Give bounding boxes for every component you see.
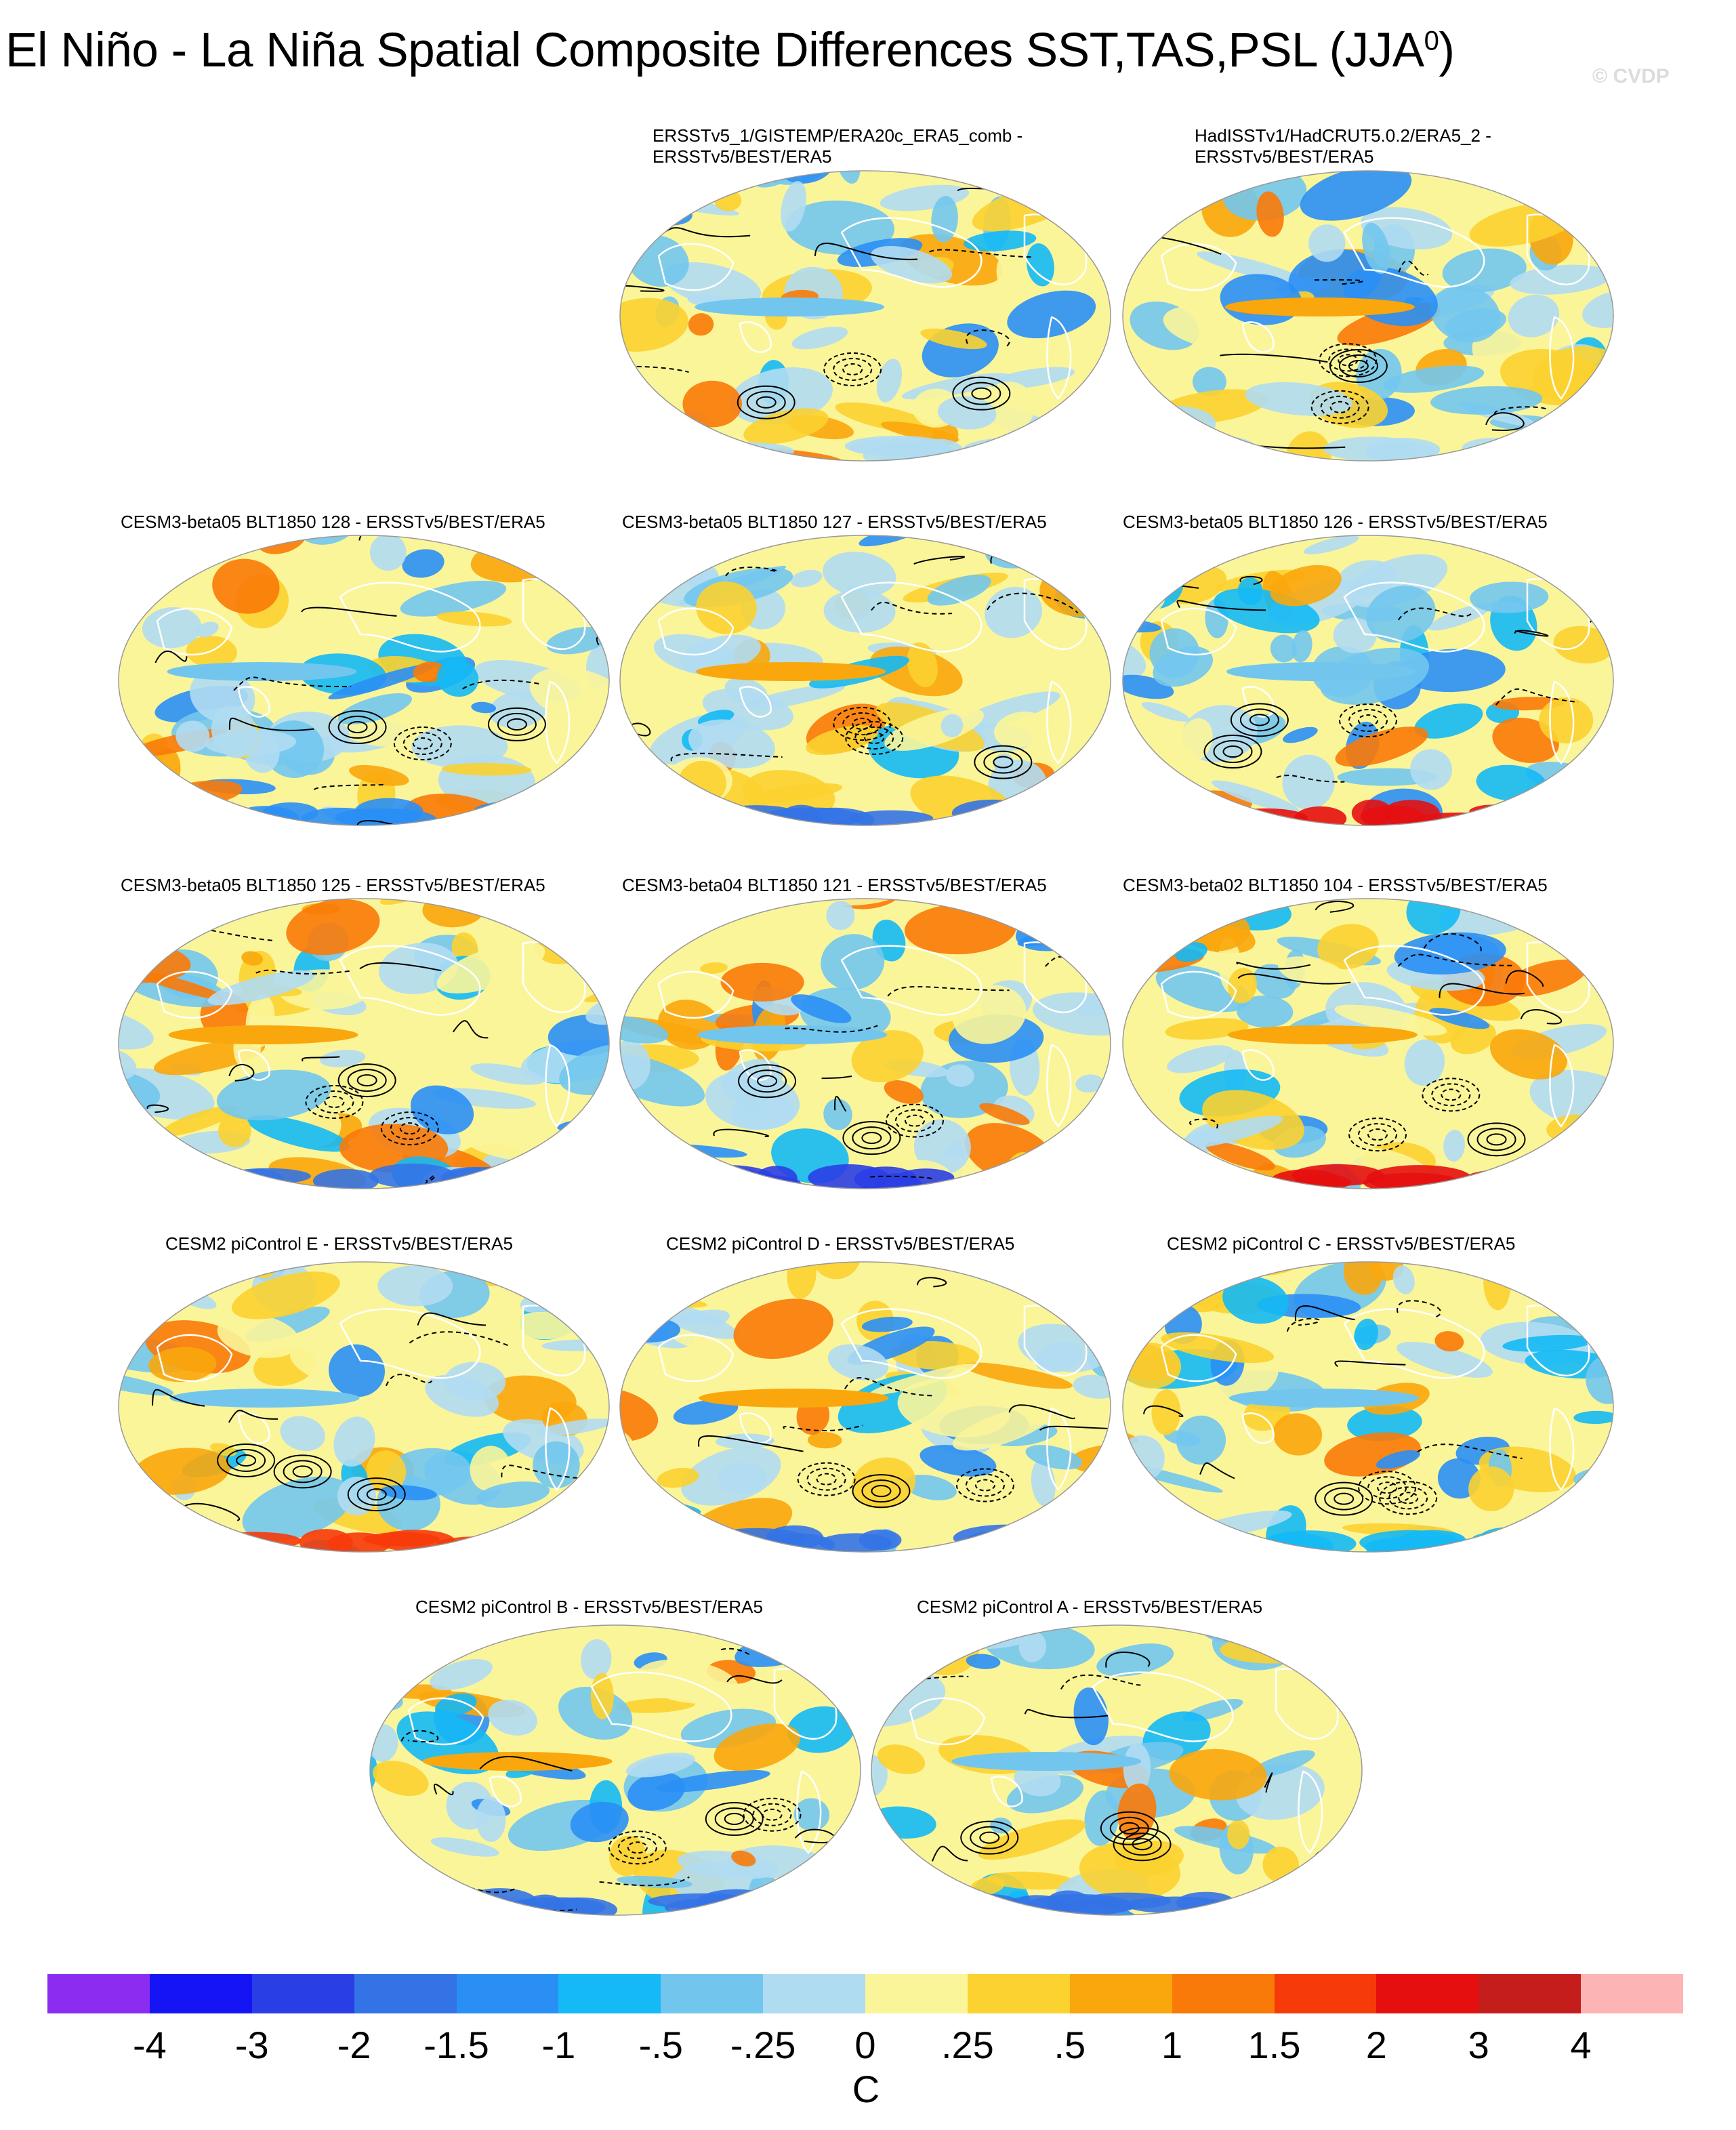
colorbar-swatch bbox=[967, 1974, 1070, 2013]
colorbar-swatch bbox=[149, 1974, 252, 2013]
panel-title: CESM2 piControl A - ERSSTv5/BEST/ERA5 bbox=[917, 1597, 1263, 1617]
colorbar-swatch bbox=[251, 1974, 354, 2013]
colorbar-tick-labels: -4 -3 -2 -1.5 -1 -.5 -.25 0 .25 .5 1 1.5 2 3 4 bbox=[0, 2023, 1736, 2070]
panel-title: HadISSTv1/HadCRUT5.0.2/ERA5_2 - ERSSTv5/B… bbox=[1195, 125, 1491, 167]
colorbar-swatch bbox=[354, 1974, 457, 2013]
map-panel bbox=[619, 898, 1111, 1189]
colorbar-swatch bbox=[558, 1974, 661, 2013]
panel-title: CESM3-beta05 BLT1850 125 - ERSSTv5/BEST/… bbox=[121, 875, 545, 895]
panel-title: CESM2 piControl B - ERSSTv5/BEST/ERA5 bbox=[415, 1597, 763, 1617]
colorbar-tick-label: 1.5 bbox=[1247, 2024, 1301, 2066]
panel-title: CESM2 piControl E - ERSSTv5/BEST/ERA5 bbox=[165, 1233, 513, 1254]
panel-title: CESM3-beta05 BLT1850 126 - ERSSTv5/BEST/… bbox=[1123, 512, 1548, 532]
colorbar-tick-label: -2 bbox=[337, 2024, 371, 2066]
map-panel bbox=[118, 535, 610, 826]
colorbar-tick-label: 3 bbox=[1468, 2024, 1489, 2066]
panel-title: CESM3-beta05 BLT1850 127 - ERSSTv5/BEST/… bbox=[622, 512, 1047, 532]
colorbar-swatch bbox=[47, 1974, 150, 2013]
figure-title: El Niño - La Niña Spatial Composite Diff… bbox=[5, 24, 1455, 77]
colorbar-swatch bbox=[456, 1974, 559, 2013]
map-panel bbox=[871, 1624, 1363, 1916]
panel-title: ERSSTv5_1/GISTEMP/ERA20c_ERA5_comb - ERSS… bbox=[653, 125, 1023, 167]
colorbar-tick-label: -3 bbox=[234, 2024, 269, 2066]
map-panel bbox=[118, 1261, 610, 1553]
colorbar-tick-label: -4 bbox=[132, 2024, 167, 2066]
colorbar-tick-label: 4 bbox=[1570, 2024, 1592, 2066]
colorbar-swatch bbox=[865, 1974, 968, 2013]
map-panel bbox=[619, 535, 1111, 826]
colorbar-tick-label: -.25 bbox=[730, 2024, 796, 2066]
colorbar bbox=[47, 1974, 1683, 2013]
colorbar-swatch bbox=[763, 1974, 865, 2013]
panel-title: CESM3-beta02 BLT1850 104 - ERSSTv5/BEST/… bbox=[1123, 875, 1548, 895]
map-panel bbox=[1122, 898, 1614, 1189]
watermark: © CVDP bbox=[1592, 65, 1670, 87]
colorbar-units: C bbox=[852, 2068, 880, 2110]
map-panel bbox=[1122, 170, 1614, 462]
panel-title: CESM2 piControl C - ERSSTv5/BEST/ERA5 bbox=[1167, 1233, 1516, 1254]
map-panel bbox=[1122, 535, 1614, 826]
colorbar-swatch bbox=[1274, 1974, 1377, 2013]
colorbar-tick-label: 2 bbox=[1365, 2024, 1387, 2066]
colorbar-swatch bbox=[1479, 1974, 1582, 2013]
colorbar-tick-label: -1.5 bbox=[423, 2024, 489, 2066]
colorbar-swatch bbox=[1581, 1974, 1683, 2013]
colorbar-swatch bbox=[1172, 1974, 1275, 2013]
colorbar-swatch bbox=[661, 1974, 764, 2013]
colorbar-tick-label: 1 bbox=[1161, 2024, 1183, 2066]
colorbar-tick-label: -.5 bbox=[638, 2024, 683, 2066]
map-panel bbox=[369, 1624, 861, 1916]
colorbar-tick-label: -1 bbox=[541, 2024, 576, 2066]
panel-title: CESM3-beta05 BLT1850 128 - ERSSTv5/BEST/… bbox=[121, 512, 545, 532]
colorbar-swatch bbox=[1069, 1974, 1172, 2013]
panel-title: CESM2 piControl D - ERSSTv5/BEST/ERA5 bbox=[666, 1233, 1015, 1254]
colorbar-swatch bbox=[1376, 1974, 1479, 2013]
colorbar-tick-label: .25 bbox=[941, 2024, 994, 2066]
map-panel bbox=[619, 170, 1111, 462]
map-panel bbox=[619, 1261, 1111, 1553]
colorbar-tick-label: 0 bbox=[854, 2024, 876, 2066]
map-panel bbox=[1122, 1261, 1614, 1553]
map-panel bbox=[118, 898, 610, 1189]
panel-title: CESM3-beta04 BLT1850 121 - ERSSTv5/BEST/… bbox=[622, 875, 1047, 895]
colorbar-tick-label: .5 bbox=[1054, 2024, 1086, 2066]
